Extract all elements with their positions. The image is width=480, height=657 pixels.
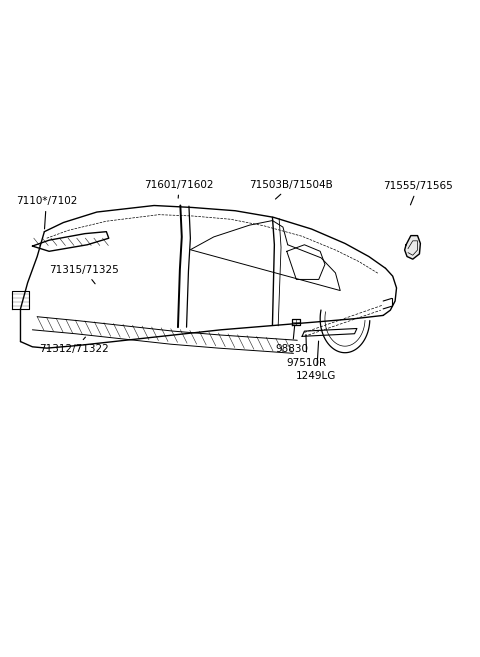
Text: 71503B/71504B: 71503B/71504B <box>250 179 333 199</box>
Text: 98830: 98830 <box>276 326 309 354</box>
Text: 71555/71565: 71555/71565 <box>383 181 453 205</box>
Text: 71315/71325: 71315/71325 <box>49 265 119 284</box>
Text: 97510R: 97510R <box>287 334 327 367</box>
Text: 71601/71602: 71601/71602 <box>144 179 214 198</box>
Text: 71312/71322: 71312/71322 <box>39 337 109 354</box>
Text: 1249LG: 1249LG <box>296 341 336 380</box>
Polygon shape <box>405 236 420 259</box>
Text: 7110*/7102: 7110*/7102 <box>16 196 77 229</box>
